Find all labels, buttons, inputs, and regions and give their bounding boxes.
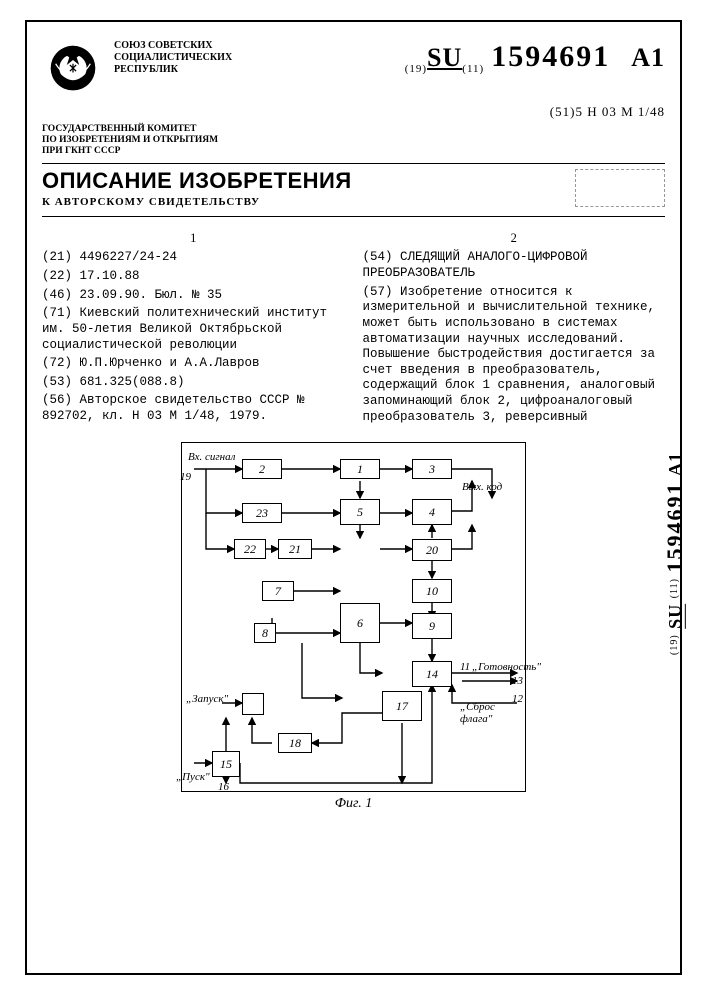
block-22: 22 bbox=[234, 539, 266, 559]
block-6: 6 bbox=[340, 603, 380, 643]
block-8: 8 bbox=[254, 623, 276, 643]
block-7: 7 bbox=[262, 581, 294, 601]
divider-line-2 bbox=[42, 216, 665, 217]
column-left: 1 (21) 4496227/24-24 (22) 17.10.88 (46) … bbox=[42, 231, 345, 429]
field-56: (56) Авторское свидетельство СССР № 8927… bbox=[42, 393, 345, 424]
union-text: СОЮЗ СОВЕТСКИХ СОЦИАЛИСТИЧЕСКИХ РЕСПУБЛИ… bbox=[114, 34, 244, 76]
block-start-small bbox=[242, 693, 264, 715]
committee-text: ГОСУДАРСТВЕННЫЙ КОМИТЕТ ПО ИЗОБРЕТЕНИЯМ … bbox=[42, 124, 665, 157]
label-ready: „Готовность" bbox=[472, 661, 541, 673]
header-row: СОЮЗ СОВЕТСКИХ СОЦИАЛИСТИЧЕСКИХ РЕСПУБЛИ… bbox=[42, 34, 665, 96]
block-4: 4 bbox=[412, 499, 452, 525]
title-main: ОПИСАНИЕ ИЗОБРЕТЕНИЯ bbox=[42, 168, 352, 194]
figure-box: Вх. сигнал 19 2 1 3 Вых. код 23 5 4 22 2… bbox=[181, 442, 526, 792]
label-run: „Пуск" bbox=[176, 771, 210, 783]
figure-caption: Фиг. 1 bbox=[42, 796, 665, 812]
side-document-code: (19) SU (11) 1594691 A1 bbox=[662, 452, 688, 655]
title-row: ОПИСАНИЕ ИЗОБРЕТЕНИЯ К АВТОРСКОМУ СВИДЕТ… bbox=[42, 168, 665, 208]
title-sub: К АВТОРСКОМУ СВИДЕТЕЛЬСТВУ bbox=[42, 196, 352, 208]
field-53: (53) 681.325(088.8) bbox=[42, 375, 345, 391]
block-3: 3 bbox=[412, 459, 452, 479]
block-1: 1 bbox=[340, 459, 380, 479]
ussr-emblem-icon bbox=[42, 34, 104, 96]
column-right: 2 (54) СЛЕДЯЩИЙ АНАЛОГО-ЦИФРОВОЙ ПРЕОБРА… bbox=[363, 231, 666, 429]
figure-area: Вх. сигнал 19 2 1 3 Вых. код 23 5 4 22 2… bbox=[42, 442, 665, 822]
block-21: 21 bbox=[278, 539, 312, 559]
field-46: (46) 23.09.90. Бюл. № 35 bbox=[42, 288, 345, 304]
block-18: 18 bbox=[278, 733, 312, 753]
divider-line bbox=[42, 163, 665, 164]
code-number: 1594691 bbox=[491, 40, 610, 73]
code-su: SU bbox=[427, 43, 462, 72]
code-suffix: A1 bbox=[631, 43, 665, 72]
block-20: 20 bbox=[412, 539, 452, 561]
label-19: 19 bbox=[180, 471, 191, 483]
block-9: 9 bbox=[412, 613, 452, 639]
ipc-code: (51)5 Н 03 М 1/48 bbox=[42, 104, 665, 120]
code-mid: (11) bbox=[462, 63, 484, 75]
page-frame: СОЮЗ СОВЕТСКИХ СОЦИАЛИСТИЧЕСКИХ РЕСПУБЛИ… bbox=[25, 20, 682, 975]
block-17: 17 bbox=[382, 691, 422, 721]
col-num-1: 1 bbox=[42, 231, 345, 247]
label-12: 12 bbox=[512, 693, 523, 705]
label-input: Вх. сигнал bbox=[188, 451, 235, 463]
document-code: (19)SU(11) 1594691 A1 bbox=[405, 34, 665, 75]
field-57: (57) Изобретение относится к измерительн… bbox=[363, 285, 666, 426]
code-prefix: (19) bbox=[405, 63, 427, 75]
block-10: 10 bbox=[412, 579, 452, 603]
field-71: (71) Киевский политехнический институт и… bbox=[42, 306, 345, 353]
field-72: (72) Ю.П.Юрченко и А.А.Лавров bbox=[42, 356, 345, 372]
field-21: (21) 4496227/24-24 bbox=[42, 250, 345, 266]
col-num-2: 2 bbox=[363, 231, 666, 247]
columns: 1 (21) 4496227/24-24 (22) 17.10.88 (46) … bbox=[42, 231, 665, 429]
block-14: 14 bbox=[412, 661, 452, 687]
label-16: 16 bbox=[218, 781, 229, 793]
label-start: „Запуск" bbox=[186, 693, 228, 705]
block-5: 5 bbox=[340, 499, 380, 525]
label-11: 11 bbox=[460, 661, 470, 673]
label-13: 13 bbox=[512, 675, 523, 687]
block-15: 15 bbox=[212, 751, 240, 777]
label-output: Вых. код bbox=[462, 481, 502, 493]
field-54: (54) СЛЕДЯЩИЙ АНАЛОГО-ЦИФРОВОЙ ПРЕОБРАЗО… bbox=[363, 250, 666, 281]
block-2: 2 bbox=[242, 459, 282, 479]
block-23: 23 bbox=[242, 503, 282, 523]
field-22: (22) 17.10.88 bbox=[42, 269, 345, 285]
stamp-box bbox=[575, 169, 665, 207]
